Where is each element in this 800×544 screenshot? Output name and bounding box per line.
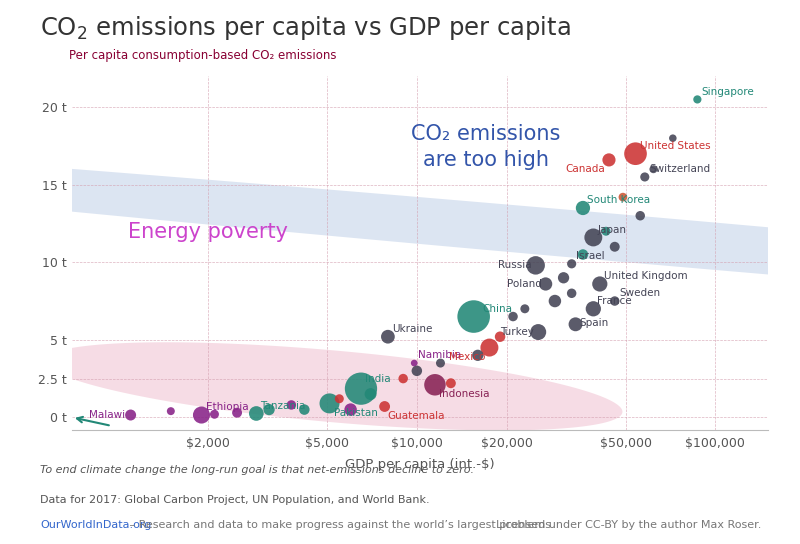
Point bbox=[483, 343, 496, 352]
X-axis label: GDP per capita (int.-$): GDP per capita (int.-$) bbox=[345, 458, 495, 471]
Text: Spain: Spain bbox=[580, 318, 609, 329]
Point bbox=[539, 280, 552, 288]
Point bbox=[165, 407, 178, 416]
Point bbox=[434, 358, 447, 367]
Point bbox=[230, 409, 243, 417]
Point bbox=[549, 296, 562, 305]
Point bbox=[506, 312, 519, 321]
Point bbox=[617, 193, 630, 201]
Text: Guatemala: Guatemala bbox=[387, 411, 445, 421]
Text: United Kingdom: United Kingdom bbox=[604, 271, 687, 281]
Text: Ethiopia: Ethiopia bbox=[206, 402, 248, 412]
Point bbox=[397, 374, 410, 383]
Point bbox=[250, 409, 262, 418]
Point bbox=[285, 400, 298, 409]
Point bbox=[629, 150, 642, 158]
Point bbox=[471, 351, 484, 360]
Point bbox=[557, 274, 570, 282]
Text: Turkey: Turkey bbox=[500, 327, 534, 337]
Point bbox=[638, 172, 651, 181]
Text: Energy poverty: Energy poverty bbox=[128, 222, 288, 242]
Point bbox=[410, 367, 423, 375]
Point bbox=[195, 411, 208, 419]
Text: United States: United States bbox=[640, 141, 710, 151]
Point bbox=[587, 233, 600, 242]
Point bbox=[577, 203, 590, 212]
Point bbox=[530, 261, 542, 270]
Point bbox=[594, 280, 606, 288]
Polygon shape bbox=[44, 342, 622, 430]
Text: India: India bbox=[365, 374, 390, 385]
Text: Licensed under CC-BY by the author Max Roser.: Licensed under CC-BY by the author Max R… bbox=[496, 520, 762, 529]
Text: Pakistan: Pakistan bbox=[334, 407, 378, 418]
Point bbox=[532, 327, 545, 336]
Text: Poland: Poland bbox=[506, 279, 542, 289]
Point bbox=[569, 320, 582, 329]
Point bbox=[429, 380, 442, 389]
Point bbox=[354, 384, 367, 393]
Point bbox=[333, 394, 346, 403]
Text: Mexico: Mexico bbox=[449, 352, 486, 362]
Text: – Research and data to make progress against the world’s largest problems.: – Research and data to make progress aga… bbox=[126, 520, 554, 529]
Point bbox=[494, 332, 506, 341]
Point bbox=[647, 165, 660, 174]
Point bbox=[208, 410, 221, 418]
Point bbox=[364, 390, 377, 398]
Point bbox=[608, 296, 621, 305]
Text: Russia: Russia bbox=[498, 261, 531, 270]
Point bbox=[378, 402, 391, 411]
Text: $\mathrm{CO_2}$ emissions per capita vs GDP per capita: $\mathrm{CO_2}$ emissions per capita vs … bbox=[40, 14, 570, 41]
Text: Ukraine: Ukraine bbox=[392, 324, 433, 334]
Point bbox=[634, 212, 646, 220]
Text: South Korea: South Korea bbox=[587, 195, 650, 205]
Text: Our World: Our World bbox=[681, 17, 747, 30]
Point bbox=[445, 379, 458, 387]
Text: Data for 2017: Global Carbon Project, UN Population, and World Bank.: Data for 2017: Global Carbon Project, UN… bbox=[40, 495, 430, 505]
Point bbox=[467, 312, 480, 321]
Point bbox=[666, 134, 679, 143]
Text: Sweden: Sweden bbox=[619, 288, 660, 298]
Text: Tanzania: Tanzania bbox=[261, 401, 306, 411]
Text: To end climate change the long-run goal is that net-emissions decline to zero.: To end climate change the long-run goal … bbox=[40, 465, 474, 475]
Point bbox=[608, 243, 621, 251]
Point bbox=[344, 405, 357, 414]
Text: CO₂ emissions
are too high: CO₂ emissions are too high bbox=[411, 123, 561, 170]
Point bbox=[408, 358, 421, 367]
Text: Switzerland: Switzerland bbox=[649, 164, 710, 174]
Text: China: China bbox=[482, 304, 512, 314]
Text: Singapore: Singapore bbox=[702, 86, 754, 97]
Text: OurWorldInData.org: OurWorldInData.org bbox=[40, 520, 151, 529]
Text: Canada: Canada bbox=[565, 164, 605, 174]
Point bbox=[298, 405, 310, 414]
Text: Indonesia: Indonesia bbox=[439, 389, 490, 399]
Text: Japan: Japan bbox=[598, 225, 626, 234]
Text: France: France bbox=[598, 296, 632, 306]
Point bbox=[124, 411, 137, 419]
Point bbox=[599, 227, 612, 236]
Text: Israel: Israel bbox=[576, 251, 605, 261]
Text: Per capita consumption-based CO₂ emissions: Per capita consumption-based CO₂ emissio… bbox=[69, 49, 336, 62]
Point bbox=[691, 95, 704, 104]
Text: Namibia: Namibia bbox=[418, 350, 462, 360]
Point bbox=[602, 156, 615, 164]
Point bbox=[262, 405, 275, 414]
Point bbox=[577, 250, 590, 259]
Point bbox=[566, 259, 578, 268]
Point bbox=[566, 289, 578, 298]
Text: Malawi: Malawi bbox=[89, 410, 125, 420]
Point bbox=[587, 305, 600, 313]
Point bbox=[518, 305, 531, 313]
Point bbox=[323, 399, 336, 408]
Text: in Data: in Data bbox=[690, 35, 738, 48]
Point bbox=[382, 332, 394, 341]
Polygon shape bbox=[0, 125, 800, 353]
